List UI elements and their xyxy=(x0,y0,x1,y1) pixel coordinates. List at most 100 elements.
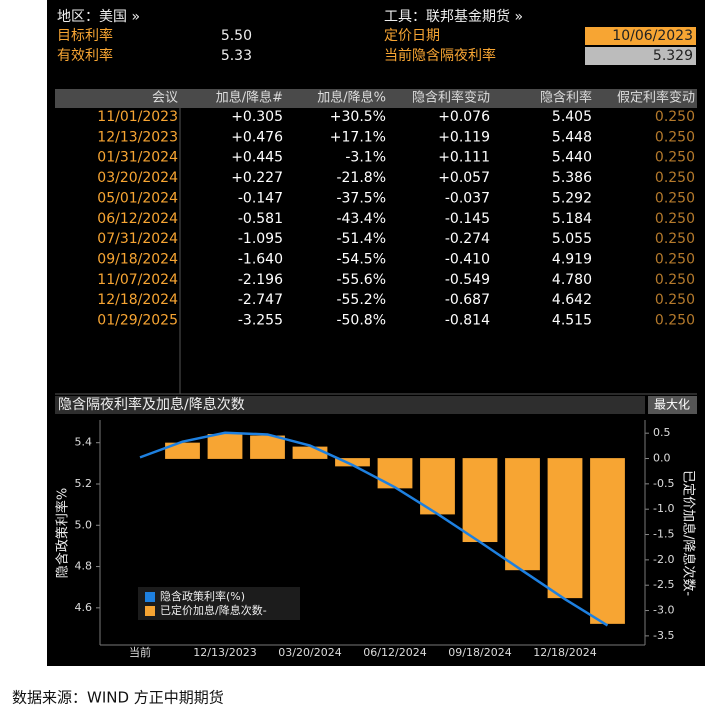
y2-tick-label: -1.5 xyxy=(653,528,674,541)
y-tick-label: 4.6 xyxy=(75,601,93,614)
table-cell: +0.119 xyxy=(438,129,490,145)
table-cell: -3.255 xyxy=(238,313,283,329)
y2-tick-label: -0.5 xyxy=(653,477,674,490)
table-cell: 5.184 xyxy=(552,211,592,227)
y2-tick-label: -3.5 xyxy=(653,629,674,642)
legend-label: 已定价加息/降息次数- xyxy=(160,603,267,617)
x-tick-label: 09/18/2024 xyxy=(448,646,511,659)
table-cell: -0.147 xyxy=(238,190,283,206)
legend-swatch xyxy=(145,592,155,602)
legend-label: 隐含政策利率(%) xyxy=(160,589,245,603)
table-cell: 03/20/2024 xyxy=(97,170,178,186)
table-cell: -0.814 xyxy=(445,313,490,329)
bar xyxy=(165,442,200,459)
table-cell: -21.8% xyxy=(336,170,386,186)
table-cell: 06/12/2024 xyxy=(97,211,178,227)
table-cell: 05/01/2024 xyxy=(97,190,178,206)
column-header: 会议 xyxy=(152,91,178,106)
footer: 数据来源：WIND 方正中期期货 xyxy=(12,689,224,707)
chart-title: 隐含隔夜利率及加息/降息次数 xyxy=(58,396,245,413)
table-cell: -37.5% xyxy=(336,190,386,206)
legend-swatch xyxy=(145,606,155,616)
table-cell: 01/29/2025 xyxy=(97,313,178,329)
y2-axis-label: 已定价加息/降息次数- xyxy=(681,470,697,596)
table-cell: 12/13/2023 xyxy=(97,129,178,145)
maximize-button[interactable] xyxy=(648,396,697,414)
table-cell: 5.292 xyxy=(552,190,592,206)
table-cell: 09/18/2024 xyxy=(97,251,178,267)
label: 有效利率 xyxy=(57,47,113,64)
x-tick-label: 当前 xyxy=(129,645,151,659)
chart-title-bar xyxy=(55,396,645,414)
value[interactable]: 10/06/2023 xyxy=(612,28,693,44)
table-cell: 0.250 xyxy=(655,231,695,247)
region[interactable]: 地区：美国 » xyxy=(57,9,140,25)
x-tick-label: 12/13/2023 xyxy=(193,646,256,659)
table-cell: 0.250 xyxy=(655,190,695,206)
column-header: 隐含利率变动 xyxy=(412,90,490,106)
table-cell: 0.250 xyxy=(655,211,695,227)
bar xyxy=(250,435,285,459)
table-cell: 4.642 xyxy=(552,292,592,308)
table-cell: +0.445 xyxy=(231,150,283,166)
table-cell: 07/31/2024 xyxy=(97,231,178,247)
table-cell: -0.549 xyxy=(445,272,490,288)
table-cell: +0.076 xyxy=(438,109,490,125)
table-cell: 11/01/2023 xyxy=(97,109,178,125)
table-cell: -0.581 xyxy=(238,211,283,227)
table-cell: +0.111 xyxy=(438,150,490,166)
table-cell: 01/31/2024 xyxy=(97,150,178,166)
date-input[interactable] xyxy=(585,27,696,45)
table-cell: 12/18/2024 xyxy=(97,292,178,308)
table-cell: 0.250 xyxy=(655,272,695,288)
table-cell: 5.386 xyxy=(552,170,592,186)
column-header: 加息/降息# xyxy=(216,90,283,106)
y-tick-label: 5.2 xyxy=(75,477,93,490)
column-header: 加息/降息% xyxy=(317,90,386,106)
x-tick-label: 06/12/2024 xyxy=(363,646,426,659)
table-cell: +0.227 xyxy=(231,170,283,186)
y2-tick-label: -2.0 xyxy=(653,553,674,566)
x-tick-label: 03/20/2024 xyxy=(278,646,341,659)
table-cell: -2.747 xyxy=(238,292,283,308)
table-cell: 0.250 xyxy=(655,109,695,125)
y-tick-label: 4.8 xyxy=(75,560,93,573)
y2-tick-label: 0.0 xyxy=(653,452,671,465)
table-cell: -55.2% xyxy=(336,292,386,308)
table-cell: -0.410 xyxy=(445,251,490,267)
table-cell: 0.250 xyxy=(655,251,695,267)
y2-tick-label: 0.5 xyxy=(653,426,671,439)
table-cell: -1.640 xyxy=(238,251,283,267)
bar xyxy=(462,458,498,543)
y-axis-label: 隐含政策利率% xyxy=(55,488,71,578)
table-cell: 0.250 xyxy=(655,170,695,186)
y-tick-label: 5.0 xyxy=(75,518,93,531)
line xyxy=(139,431,609,627)
y2-tick-label: -1.0 xyxy=(653,502,674,515)
bar xyxy=(377,458,413,489)
table-cell: -43.4% xyxy=(336,211,386,227)
table-cell: 4.919 xyxy=(552,251,592,267)
table-cell: -0.037 xyxy=(445,190,490,206)
table-cell: -55.6% xyxy=(336,272,386,288)
table-cell: 4.780 xyxy=(552,272,592,288)
table-cell: -0.274 xyxy=(445,231,490,247)
label: 目标利率 xyxy=(57,27,113,44)
label: 当前隐含隔夜利率 xyxy=(384,47,496,64)
maximize-button[interactable]: 最大化 xyxy=(654,398,690,412)
value-box xyxy=(585,47,696,65)
instrument[interactable]: 工具：联邦基金期货 » xyxy=(384,8,523,25)
legend xyxy=(138,587,300,620)
table-cell: 11/07/2024 xyxy=(97,272,178,288)
table-cell: +0.057 xyxy=(438,170,490,186)
x-tick-label: 12/18/2024 xyxy=(533,646,596,659)
table-cell: 0.250 xyxy=(655,313,695,329)
table-cell: -2.196 xyxy=(238,272,283,288)
table-cell: -0.145 xyxy=(445,211,490,227)
table-cell: 5.055 xyxy=(552,231,592,247)
y2-tick-label: -3.0 xyxy=(653,604,674,617)
table-header xyxy=(55,89,697,108)
bar xyxy=(590,458,625,624)
table-cell: -54.5% xyxy=(336,251,386,267)
